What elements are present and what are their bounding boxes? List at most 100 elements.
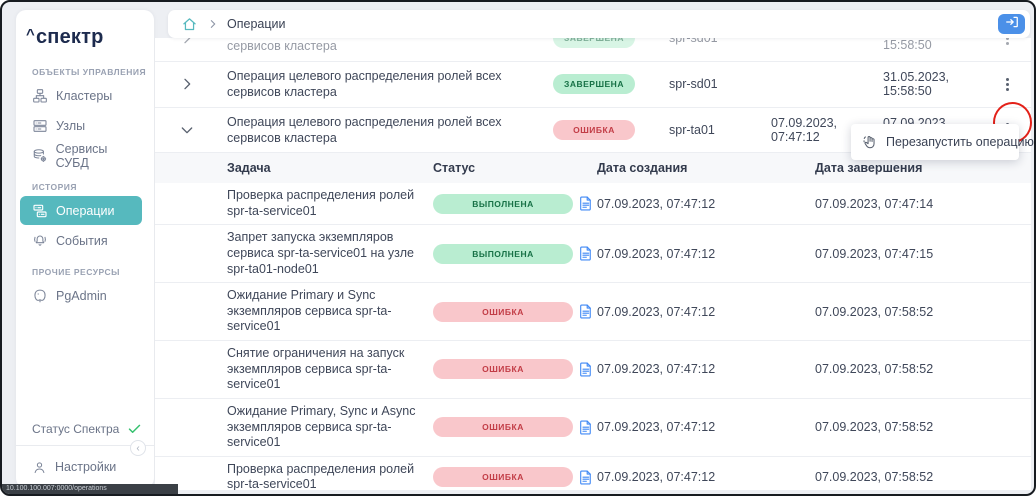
spektr-status-label: Статус Спектра [32,421,120,436]
task-name: Проверка распределения ролей spr-ta-serv… [227,461,415,490]
column-header-created: Дата создания [597,161,688,175]
sidebar-section-title: ОБЪЕКТЫ УПРАВЛЕНИЯ [32,67,147,77]
person-icon [32,460,47,475]
sidebar-item-settings[interactable]: Настройки [20,452,142,482]
nodes-icon [32,118,48,134]
operation-row: Операция целевого распределения ролей вс… [155,108,1031,153]
row-actions-menu[interactable] [1000,38,1015,48]
chevron-left-icon: ‹ [136,442,140,454]
finished-date: 07.09.2023, 07:58:52 [815,362,934,377]
sidebar-item-nodes[interactable]: Узлы [20,111,142,140]
column-header-status: Статус [433,161,476,175]
operation-name: Операция целевого распределения ролей вс… [227,69,502,100]
row-actions-menu[interactable] [1000,75,1015,94]
status-badge: ВЫПОЛНЕНА [433,243,573,264]
operations-table: Операция целевого распределения ролей вс… [155,38,1031,490]
task-row: Ожидание Primary, Sync и Async экземпляр… [155,399,1031,457]
operations-list: Операция целевого распределения ролей вс… [155,38,1031,153]
breadcrumb-current: Операции [227,17,286,31]
created-date: 07.09.2023, 07:47:12 [597,420,716,435]
operations-icon [32,203,48,219]
sidebar-item-operations[interactable]: Операции [20,196,142,225]
events-icon [32,233,48,249]
log-file-icon[interactable] [579,470,593,485]
clusters-icon [32,88,48,104]
logout-button[interactable] [998,14,1025,34]
sidebar-item-clusters[interactable]: Кластеры [20,81,142,110]
log-file-icon[interactable] [579,420,593,435]
sidebar-item-db-services[interactable]: Сервисы СУБД [20,141,142,170]
finished-date: 07.09.2023, 07:58:52 [815,420,934,435]
sidebar-divider [16,445,154,446]
task-row: Ожидание Primary и Sync экземпляров серв… [155,283,1031,341]
cluster-id: spr-ta01 [669,122,715,137]
cluster-id: spr-sd01 [669,77,718,92]
logout-icon [1005,15,1019,34]
chevron-right-icon [208,19,218,29]
sidebar: ^спектр ОБЪЕКТЫ УПРАВЛЕНИЯ Кластеры Узлы Се… [16,10,154,488]
task-name: Ожидание Primary, Sync и Async экземпляр… [227,403,416,450]
operation-row: Операция целевого распределения ролей вс… [155,62,1031,108]
status-badge: ЗАВЕРШЕНА [553,74,635,95]
log-file-icon[interactable] [579,304,593,319]
check-icon [127,421,142,436]
finished-date: 07.09.2023, 07:47:14 [815,196,934,211]
context-menu-restart-operation[interactable]: Перезапустить операцию [851,124,1034,160]
operation-name: Операция целевого распределения ролей вс… [227,114,502,145]
sidebar-item-label: Операции [56,203,115,218]
chevron-right-icon[interactable] [179,38,195,46]
status-badge: ОШИБКА [433,359,573,380]
log-file-icon[interactable] [579,196,593,211]
finished-date: 07.09.2023, 07:58:52 [815,304,934,319]
spektr-status: Статус Спектра [32,421,142,436]
task-row: Снятие ограничения на запуск экземпляров… [155,341,1031,399]
created-date: 07.09.2023, 07:47:12 [597,246,716,261]
sidebar-item-events[interactable]: События [20,226,142,255]
task-row: Проверка распределения ролей spr-ta-serv… [155,457,1031,490]
operation-row: Операция целевого распределения ролей вс… [155,38,1031,62]
status-badge: ВЫПОЛНЕНА [433,193,573,214]
pgadmin-icon [32,288,48,304]
sidebar-item-label: PgAdmin [56,288,107,303]
created-date: 07.09.2023, 07:47:12 [771,115,838,144]
logo-caret: ^ [26,26,35,43]
app-logo: ^спектр [16,10,154,55]
task-row: Проверка распределения ролей spr-ta-serv… [155,183,1031,226]
status-badge: ЗАВЕРШЕНА [553,38,635,49]
operation-name: Операция целевого распределения ролей вс… [227,39,337,54]
cluster-id: spr-sd01 [669,38,718,46]
sidebar-item-label: Сервисы СУБД [55,141,108,170]
status-badge: ОШИБКА [433,301,573,322]
task-name: Ожидание Primary и Sync экземпляров серв… [227,288,392,334]
log-file-icon[interactable] [579,246,593,261]
chevron-down-icon[interactable] [179,122,195,138]
task-list: Проверка распределения ролей spr-ta-serv… [155,183,1031,490]
created-date: 07.09.2023, 07:47:12 [597,362,716,377]
status-badge: ОШИБКА [433,467,573,488]
sidebar-section-title: ИСТОРИЯ [32,182,78,192]
column-header-task: Задача [227,161,271,175]
sidebar-item-label: Узлы [56,118,86,133]
finished-date: 31.05.2023, 15:58:50 [883,38,949,53]
created-date: 07.09.2023, 07:47:12 [597,304,716,319]
status-badge: ОШИБКА [433,417,573,438]
sidebar-collapse-button[interactable]: ‹ [130,440,146,456]
sidebar-item-label: Кластеры [56,88,113,103]
status-badge: ОШИБКА [553,119,635,140]
finished-date: 07.09.2023, 07:58:52 [815,470,934,485]
finished-date: 07.09.2023, 07:47:15 [815,246,934,261]
sidebar-item-pgadmin[interactable]: PgAdmin [20,281,142,310]
sidebar-section-title: ПРОЧИЕ РЕСУРСЫ [32,267,120,277]
task-name: Снятие ограничения на запуск экземпляров… [227,346,405,392]
breadcrumb: Операции [168,10,1030,38]
created-date: 07.09.2023, 07:47:12 [597,470,716,485]
logo-text: спектр [35,26,104,48]
finished-date: 31.05.2023, 15:58:50 [883,70,950,99]
task-name: Проверка распределения ролей spr-ta-serv… [227,188,415,218]
task-name: Запрет запуска экземпляров сервиса spr-t… [227,230,414,276]
created-date: 07.09.2023, 07:47:12 [597,196,716,211]
home-icon[interactable] [182,17,197,32]
pointer-hand-icon [861,134,878,151]
chevron-right-icon[interactable] [179,76,195,92]
log-file-icon[interactable] [579,362,593,377]
